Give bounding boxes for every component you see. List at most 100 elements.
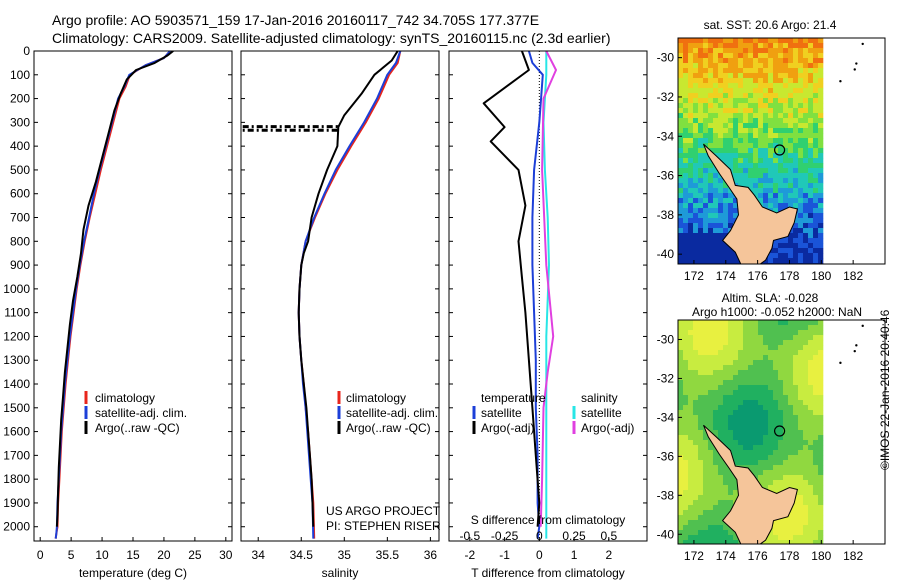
map-cell [753, 420, 759, 426]
map-cell [743, 440, 749, 446]
map-cell [808, 78, 814, 84]
map-cell [678, 430, 684, 436]
map-cell [768, 375, 774, 381]
map-cell [683, 330, 689, 336]
map-cell [698, 233, 704, 239]
map-cell [713, 183, 719, 189]
map-cell [678, 325, 684, 331]
map-cell [698, 203, 704, 209]
map-cell [808, 400, 814, 406]
y-tick-label: 700 [10, 211, 30, 225]
map-cell [783, 68, 789, 74]
map-cell [713, 430, 719, 436]
map-cell [708, 540, 714, 544]
map-cell [818, 228, 824, 234]
map-cell [693, 335, 699, 341]
map-cell [818, 213, 824, 219]
map-cell [703, 500, 709, 506]
map-cell [708, 490, 714, 496]
map-cell [708, 500, 714, 506]
map-cell [803, 410, 809, 416]
map-cell [773, 208, 779, 214]
map-cell [688, 103, 694, 109]
map-cell [783, 253, 789, 259]
map-cell [778, 103, 784, 109]
map-cell [698, 193, 704, 199]
map-cell [768, 128, 774, 134]
y-tick-label: 1100 [4, 306, 30, 320]
map-cell [683, 465, 689, 471]
map-cell [768, 53, 774, 59]
map-cell [738, 143, 744, 149]
map-cell [793, 153, 799, 159]
map-x-tick-label: 176 [748, 269, 768, 283]
map-cell [808, 325, 814, 331]
map-cell [798, 390, 804, 396]
map-cell [733, 128, 739, 134]
s-diff-tick-label: 0 [536, 529, 543, 543]
map-cell [783, 113, 789, 119]
map-cell [793, 223, 799, 229]
map-cell [783, 258, 789, 264]
map-cell [803, 258, 809, 264]
map-cell [743, 173, 749, 179]
map-cell [758, 58, 764, 64]
y-tick-label: 100 [10, 68, 30, 82]
map-cell [758, 435, 764, 441]
map-cell [783, 248, 789, 254]
map-cell [798, 505, 804, 511]
map-cell [713, 330, 719, 336]
map-cell [763, 108, 769, 114]
map-cell [693, 93, 699, 99]
map-cell [698, 73, 704, 79]
map-cell [748, 340, 754, 346]
map-cell [808, 148, 814, 154]
map-cell [758, 113, 764, 119]
map-cell [758, 193, 764, 199]
series-line-satellite [527, 51, 544, 539]
map-cell [723, 113, 729, 119]
map-cell [733, 38, 739, 44]
map-cell [723, 123, 729, 129]
map-cell [698, 390, 704, 396]
map-cell [813, 540, 819, 544]
map-cell [798, 103, 804, 109]
map-cell [718, 455, 724, 461]
map-cell [678, 360, 684, 366]
map-y-tick-label: -34 [657, 410, 675, 424]
map-cell [738, 380, 744, 386]
map-cell [803, 53, 809, 59]
map-cell [743, 385, 749, 391]
map-cell [808, 173, 814, 179]
map-cell [813, 335, 819, 341]
map-cell [678, 500, 684, 506]
map-cell [813, 525, 819, 531]
map-cell [783, 238, 789, 244]
map-cell [738, 420, 744, 426]
map-cell [813, 530, 819, 536]
map-cell [678, 228, 684, 234]
map-cell [708, 248, 714, 254]
map-cell [708, 53, 714, 59]
map-cell [708, 380, 714, 386]
map-cell [773, 63, 779, 69]
map-x-tick-label: 180 [811, 549, 831, 563]
map-cell [793, 53, 799, 59]
map-cell [758, 410, 764, 416]
map-cell [743, 435, 749, 441]
map-cell [698, 103, 704, 109]
map-cell [798, 228, 804, 234]
map-cell [713, 248, 719, 254]
map-cell [778, 243, 784, 249]
map-cell [818, 320, 824, 326]
map-cell [738, 178, 744, 184]
map-cell [763, 193, 769, 199]
map-cell [743, 340, 749, 346]
y-tick-label: 1600 [3, 425, 30, 439]
map-cell [733, 345, 739, 351]
map-cell [718, 425, 724, 431]
map-cell [773, 248, 779, 254]
map-cell [793, 218, 799, 224]
map-cell [818, 480, 824, 486]
map-cell [683, 143, 689, 149]
